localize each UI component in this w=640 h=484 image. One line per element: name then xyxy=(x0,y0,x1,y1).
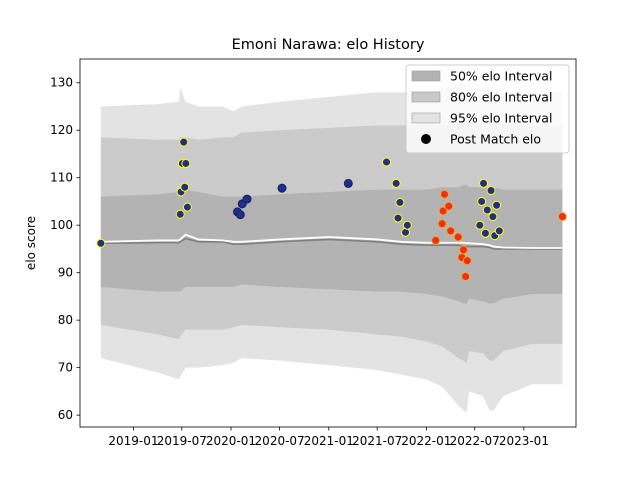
legend-label: 50% elo Interval xyxy=(450,69,552,84)
x-tick-label: 2019-01 xyxy=(108,434,158,448)
post-match-point xyxy=(179,137,189,147)
post-match-point xyxy=(437,219,447,229)
post-match-point xyxy=(486,186,496,196)
y-tick-label: 80 xyxy=(58,313,73,327)
x-tick-label: 2019-07 xyxy=(157,434,207,448)
post-match-point xyxy=(431,235,441,245)
post-match-point xyxy=(235,210,245,220)
post-match-point xyxy=(182,202,192,212)
post-match-point xyxy=(438,206,448,216)
post-match-point xyxy=(444,201,454,211)
post-match-point xyxy=(180,182,190,192)
y-tick-label: 70 xyxy=(58,361,73,375)
axes-frame xyxy=(79,58,577,428)
y-axis-label: elo score xyxy=(24,216,38,270)
y-tick-label: 100 xyxy=(50,218,73,232)
x-tick-label: 2021-07 xyxy=(352,434,402,448)
post-match-point xyxy=(477,196,487,206)
post-match-point xyxy=(461,271,471,281)
post-match-point xyxy=(453,232,463,242)
post-match-point xyxy=(96,238,106,248)
x-tick-label: 2022-01 xyxy=(401,434,451,448)
legend-marker xyxy=(421,134,431,144)
post-match-point xyxy=(393,213,403,223)
post-match-point xyxy=(462,256,472,266)
legend: 50% elo Interval 80% elo Interval 95% elo … xyxy=(405,64,570,154)
y-tick-label: 90 xyxy=(58,266,73,280)
post-match-point xyxy=(175,209,185,219)
post-match-point xyxy=(557,212,567,222)
chart-title: Emoni Narawa: elo History xyxy=(232,37,425,53)
mean-elo-line xyxy=(100,233,563,249)
legend-label: 95% elo Interval xyxy=(450,111,552,126)
plot-content xyxy=(96,82,567,413)
post-match-point xyxy=(488,212,498,222)
x-tick-label: 2020-07 xyxy=(255,434,305,448)
post-match-point xyxy=(402,220,412,230)
post-match-point xyxy=(242,194,252,204)
y-tick-label: 110 xyxy=(50,171,73,185)
post-match-point xyxy=(492,200,502,210)
band-50-interval xyxy=(100,184,563,304)
legend-swatch xyxy=(411,70,441,82)
post-match-point xyxy=(475,220,485,230)
legend-label: Post Match elo xyxy=(450,132,541,147)
legend-box xyxy=(405,64,570,154)
y-tick-label: 130 xyxy=(50,76,73,90)
post-match-point xyxy=(446,226,456,236)
post-match-point xyxy=(479,178,489,188)
x-tick-label: 2023-01 xyxy=(499,434,549,448)
legend-swatch xyxy=(411,91,441,103)
post-match-point xyxy=(391,178,401,188)
x-tick-label: 2022-07 xyxy=(450,434,500,448)
post-match-point xyxy=(494,226,504,236)
post-match-point xyxy=(382,157,392,167)
post-match-point xyxy=(395,197,405,207)
post-match-point xyxy=(440,189,450,199)
x-tick-label: 2021-01 xyxy=(304,434,354,448)
x-tick-label: 2020-01 xyxy=(206,434,256,448)
y-tick-label: 60 xyxy=(58,408,73,422)
y-tick-label: 120 xyxy=(50,123,73,137)
post-match-point xyxy=(181,158,191,168)
median-elo-line xyxy=(100,237,563,250)
post-match-point xyxy=(480,228,490,238)
legend-swatch xyxy=(411,112,441,124)
legend-label: 80% elo Interval xyxy=(450,90,552,105)
post-match-point xyxy=(343,178,353,188)
post-match-point xyxy=(277,183,287,193)
post-match-point xyxy=(458,245,468,255)
post-match-point xyxy=(482,205,492,215)
plot-area xyxy=(96,82,567,413)
